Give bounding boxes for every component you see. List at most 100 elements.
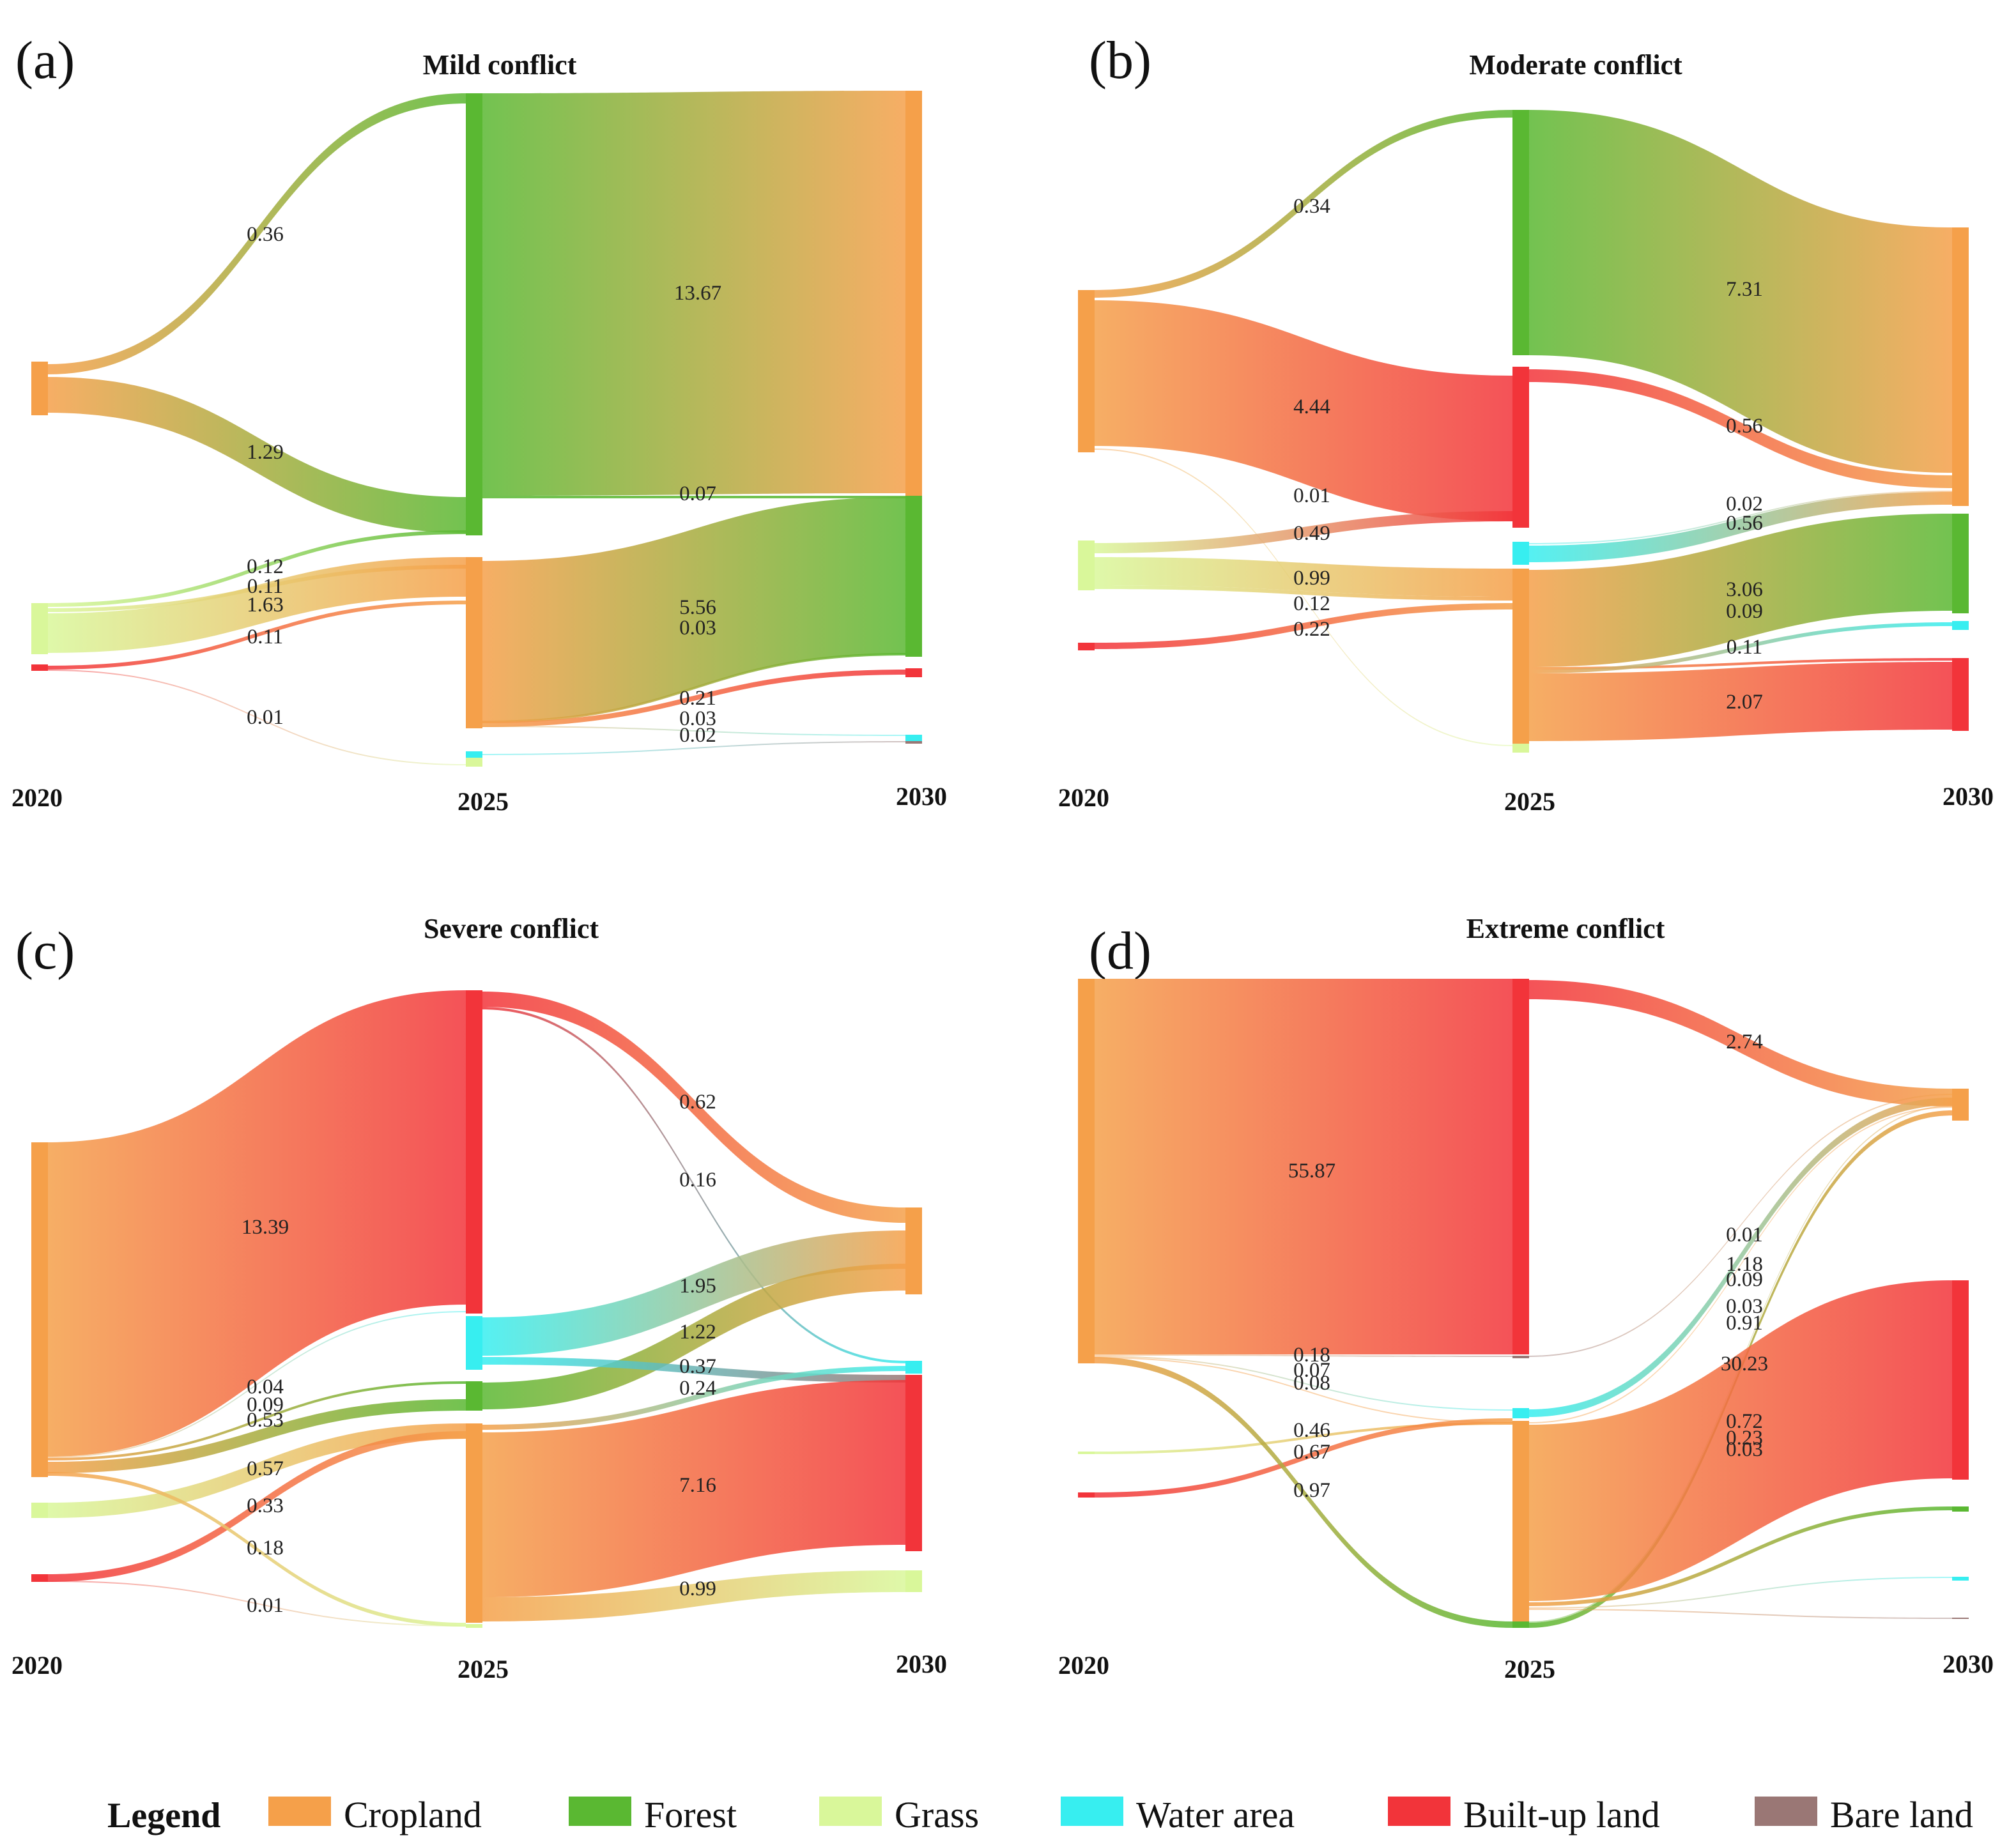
flow-builtup-to-cropland xyxy=(1095,1418,1512,1498)
flow-builtup-to-cropland xyxy=(482,992,905,1223)
flow-group xyxy=(1095,979,1952,1628)
node-cropland xyxy=(1952,1089,1969,1121)
legend-label-cropland: Cropland xyxy=(344,1794,482,1836)
node-grass xyxy=(1078,540,1095,590)
node-cropland xyxy=(905,91,922,496)
flow-label: 1.29 xyxy=(247,441,284,464)
flow-label: 0.09 xyxy=(1726,1268,1763,1291)
panel-1: (a) Mild conflict0.361.290.120.111.630.11… xyxy=(12,31,947,816)
node-water xyxy=(1512,1408,1529,1418)
flow-builtup-to-cropland xyxy=(1529,980,1952,1107)
flow-label: 0.12 xyxy=(247,555,284,578)
flow-cropland-to-forest xyxy=(48,93,466,374)
flow-label: 0.99 xyxy=(679,1577,716,1600)
flow-label: 13.67 xyxy=(674,282,721,305)
flow-grass-to-forest xyxy=(48,530,466,607)
flow-cropland-to-water xyxy=(482,1366,905,1430)
legend-label-bare: Bare land xyxy=(1830,1794,1973,1836)
year-label: 2030 xyxy=(896,782,947,811)
flow-label: 0.01 xyxy=(247,706,284,729)
node-cropland xyxy=(1512,1421,1529,1621)
panel-title: Mild conflict xyxy=(423,49,577,80)
flow-label: 0.16 xyxy=(679,1169,716,1192)
node-builtup xyxy=(1078,1492,1095,1498)
flow-label: 0.02 xyxy=(679,724,716,747)
node-builtup xyxy=(31,1574,48,1582)
flow-water-to-cropland xyxy=(1529,491,1952,544)
flow-water-to-cropland xyxy=(1529,1098,1952,1417)
flow-label: 0.37 xyxy=(679,1355,716,1378)
node-bare xyxy=(1952,1618,1969,1619)
node-grass xyxy=(31,603,48,654)
flow-cropland-to-builtup xyxy=(1529,662,1952,741)
legend-swatch-cropland xyxy=(268,1797,331,1826)
node-grass xyxy=(1512,744,1529,753)
flow-label: 0.21 xyxy=(679,687,716,710)
node-bare xyxy=(905,741,922,744)
node-bare xyxy=(1512,1356,1529,1358)
flow-cropland-to-builtup xyxy=(1095,300,1512,521)
node-cropland xyxy=(31,362,48,415)
flow-cropland-to-builtup xyxy=(482,670,905,727)
flow-cropland-to-cropland xyxy=(1095,1357,1512,1423)
flow-cropland-to-builtup xyxy=(48,990,466,1457)
node-builtup xyxy=(905,1375,922,1551)
node-water xyxy=(1512,542,1529,565)
flow-forest-to-cropland xyxy=(482,91,905,496)
panel-title: Extreme conflict xyxy=(1466,913,1665,944)
flow-cropland-to-water xyxy=(1095,1356,1512,1411)
flow-label: 0.34 xyxy=(1293,195,1330,218)
node-grass xyxy=(466,758,482,767)
flow-label: 0.18 xyxy=(247,1537,284,1560)
flow-label: 55.87 xyxy=(1288,1160,1335,1183)
flow-bare-to-cropland xyxy=(1529,1094,1952,1357)
flow-label: 0.22 xyxy=(1293,618,1330,641)
node-cropland xyxy=(1512,569,1529,744)
node-forest xyxy=(1512,1621,1529,1628)
node-water xyxy=(1952,1577,1969,1581)
node-water xyxy=(1952,621,1969,630)
flow-label: 1.63 xyxy=(247,594,284,617)
flow-label: 0.03 xyxy=(1726,1438,1763,1461)
flow-cropland-to-grass xyxy=(1095,448,1512,746)
flow-builtup-to-cropland xyxy=(1529,369,1952,488)
flow-label: 30.23 xyxy=(1721,1353,1768,1376)
year-label: 2020 xyxy=(1058,783,1109,812)
flow-label: 0.62 xyxy=(679,1091,716,1114)
flow-forest-to-forest xyxy=(482,496,905,498)
flow-label: 2.74 xyxy=(1726,1031,1763,1054)
flow-label: 0.91 xyxy=(1726,1312,1763,1335)
panel-4: (d) Extreme conflict 55.87 0.180.070.08 0.46… xyxy=(1058,913,1994,1683)
legend-swatch-forest xyxy=(569,1797,631,1826)
flow-grass-to-builtup xyxy=(1095,511,1512,553)
flow-label: 0.97 xyxy=(1293,1479,1330,1502)
year-label: 2030 xyxy=(1943,782,1994,811)
flow-builtup-to-grass xyxy=(48,1581,466,1627)
flow-label: 0.09 xyxy=(247,1393,284,1416)
node-grass xyxy=(31,1503,48,1518)
flow-label: 0.11 xyxy=(247,575,284,598)
flow-label: 0.01 xyxy=(1293,484,1330,507)
flow-label: 0.08 xyxy=(1293,1372,1330,1395)
year-label: 2020 xyxy=(12,783,63,812)
flow-label: 5.56 xyxy=(679,596,716,619)
panel-3: (c) Severe conflict 13.39 0.040.090.53 0.57 0… xyxy=(12,913,947,1683)
flow-group xyxy=(48,990,905,1627)
flow-builtup-to-cropland xyxy=(48,601,466,670)
node-builtup xyxy=(466,990,482,1314)
flow-water-to-bare xyxy=(482,741,905,755)
flow-cropland-to-builtup xyxy=(482,1380,905,1597)
flow-label: 0.53 xyxy=(247,1409,284,1432)
flow-label: 0.01 xyxy=(247,1594,284,1617)
flow-label: 0.56 xyxy=(1726,415,1763,438)
year-label: 2020 xyxy=(12,1651,63,1680)
flow-cropland-to-forest xyxy=(1529,514,1952,667)
flow-builtup-to-cropland xyxy=(48,1431,466,1582)
flow-cropland-to-forest xyxy=(48,1399,466,1473)
year-label: 2030 xyxy=(1943,1650,1994,1678)
flow-cropland-to-forest xyxy=(1095,110,1512,298)
flow-cropland-to-forest xyxy=(1095,1357,1512,1628)
flow-label: 0.11 xyxy=(1727,636,1763,659)
year-label: 2025 xyxy=(458,787,509,816)
